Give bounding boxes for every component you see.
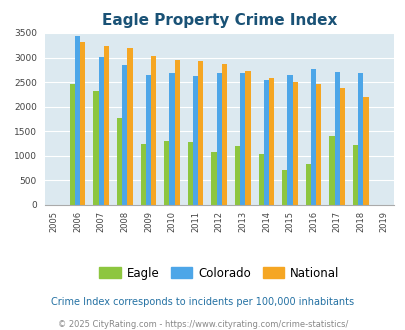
Bar xyxy=(234,146,240,205)
Bar xyxy=(75,36,80,205)
Bar xyxy=(122,65,127,205)
Bar xyxy=(174,60,179,205)
Title: Eagle Property Crime Index: Eagle Property Crime Index xyxy=(101,13,336,28)
Bar xyxy=(240,73,245,205)
Bar xyxy=(258,153,263,205)
Bar xyxy=(80,42,85,205)
Bar xyxy=(169,73,174,205)
Bar xyxy=(211,152,216,205)
Bar xyxy=(315,84,321,205)
Bar xyxy=(334,72,339,205)
Bar xyxy=(305,164,310,205)
Bar xyxy=(104,46,109,205)
Bar xyxy=(188,142,193,205)
Bar xyxy=(281,170,287,205)
Bar xyxy=(310,69,315,205)
Bar xyxy=(216,73,221,205)
Text: © 2025 CityRating.com - https://www.cityrating.com/crime-statistics/: © 2025 CityRating.com - https://www.city… xyxy=(58,320,347,329)
Bar xyxy=(127,48,132,205)
Bar xyxy=(269,78,273,205)
Bar xyxy=(292,82,297,205)
Bar xyxy=(93,91,98,205)
Legend: Eagle, Colorado, National: Eagle, Colorado, National xyxy=(94,262,343,284)
Bar xyxy=(192,76,198,205)
Bar xyxy=(245,71,250,205)
Bar xyxy=(70,84,75,205)
Bar xyxy=(339,88,344,205)
Bar xyxy=(362,97,368,205)
Bar xyxy=(263,80,269,205)
Bar xyxy=(117,118,122,205)
Bar xyxy=(164,141,169,205)
Bar xyxy=(198,61,203,205)
Bar xyxy=(140,144,145,205)
Bar xyxy=(221,64,226,205)
Bar xyxy=(287,75,292,205)
Bar xyxy=(357,73,362,205)
Bar xyxy=(151,55,156,205)
Text: Crime Index corresponds to incidents per 100,000 inhabitants: Crime Index corresponds to incidents per… xyxy=(51,297,354,307)
Bar xyxy=(98,56,104,205)
Bar xyxy=(328,136,334,205)
Bar xyxy=(352,145,357,205)
Bar xyxy=(145,75,151,205)
